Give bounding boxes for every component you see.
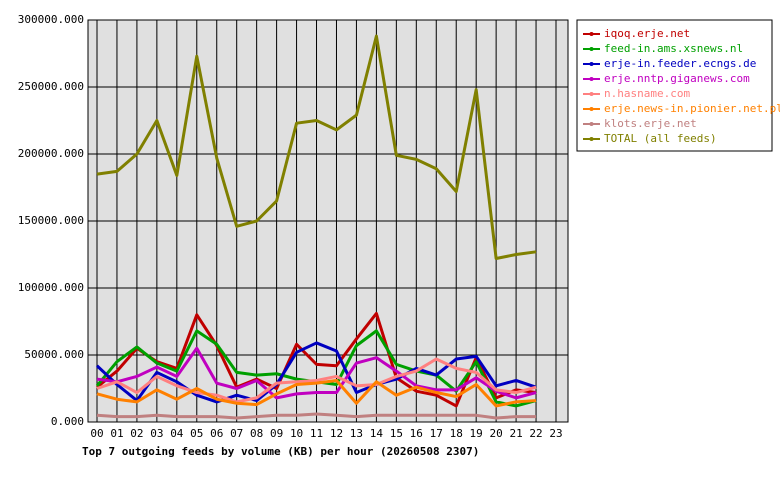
x-tick-label: 08	[250, 427, 263, 440]
series-line	[96, 346, 537, 400]
plot-frame	[87, 19, 569, 423]
x-tick-label: 14	[370, 427, 384, 440]
legend-box	[576, 19, 773, 152]
x-tick-label: 00	[90, 427, 103, 440]
y-tick-label: 300000.000	[18, 13, 84, 26]
x-tick-label: 12	[330, 427, 343, 440]
x-tick-label: 18	[450, 427, 463, 440]
legend-marker	[589, 92, 594, 96]
legend-marker	[589, 62, 594, 66]
y-tick-label: 200000.000	[18, 147, 84, 160]
x-tick-label: 23	[549, 427, 562, 440]
x-tick-label: 15	[390, 427, 403, 440]
legend-label: feed-in.ams.xsnews.nl	[604, 42, 743, 55]
y-tick-label: 100000.000	[18, 281, 84, 294]
x-tick-label: 05	[190, 427, 203, 440]
legend-label: n.hasname.com	[604, 87, 690, 100]
legend-label: TOTAL (all feeds)	[604, 132, 717, 145]
series-line	[96, 311, 537, 408]
series-line	[96, 34, 537, 261]
x-tick-label: 07	[230, 427, 243, 440]
y-tick-label: 150000.000	[18, 214, 84, 227]
x-tick-label: 11	[310, 427, 323, 440]
series-line	[96, 378, 537, 408]
x-tick-label: 13	[350, 427, 363, 440]
y-tick-label: 50000.000	[24, 348, 84, 361]
x-tick-label: 06	[210, 427, 223, 440]
legend-marker	[589, 32, 594, 36]
x-tick-label: 01	[110, 427, 123, 440]
x-tick-label: 03	[150, 427, 163, 440]
legend-marker	[589, 107, 594, 111]
x-tick-label: 21	[509, 427, 522, 440]
y-tick-label: 250000.000	[18, 80, 84, 93]
x-tick-label: 02	[130, 427, 143, 440]
x-tick-label: 22	[529, 427, 542, 440]
legend-label: erje.nntp.giganews.com	[604, 72, 750, 85]
x-tick-label: 19	[470, 427, 483, 440]
series-line	[95, 341, 537, 404]
y-tick-label: 0.000	[51, 415, 84, 428]
legend-marker	[589, 47, 594, 51]
x-tick-label: 09	[270, 427, 283, 440]
legend-marker	[589, 137, 594, 141]
series-line	[96, 412, 537, 420]
legend-label: erje-in.feeder.ecngs.de	[604, 57, 756, 70]
x-tick-label: 16	[410, 427, 423, 440]
x-tick-label: 17	[430, 427, 443, 440]
chart-title: Top 7 outgoing feeds by volume (KB) per …	[82, 445, 479, 458]
legend-marker	[589, 77, 594, 81]
x-tick-label: 04	[170, 427, 184, 440]
legend-label: klots.erje.net	[604, 117, 697, 130]
x-tick-label: 10	[290, 427, 303, 440]
legend-label: erje.news-in.pionier.net.pl	[604, 102, 780, 115]
legend-label: iqoq.erje.net	[604, 27, 690, 40]
series-line	[96, 357, 537, 404]
x-tick-label: 20	[490, 427, 503, 440]
legend-marker	[589, 122, 594, 126]
